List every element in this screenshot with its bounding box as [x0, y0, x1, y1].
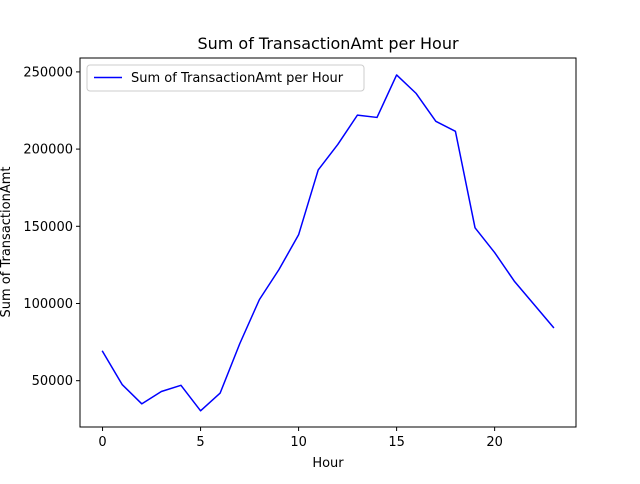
series-layer [101, 74, 555, 412]
y-tick-label: 250000 [23, 65, 73, 80]
legend-box [86, 64, 365, 92]
y-tick-label: 150000 [23, 220, 73, 235]
x-tick-label: 20 [486, 435, 503, 450]
y-tick-label: 100000 [23, 297, 73, 312]
legend-series-label: Sum of TransactionAmt per Hour [131, 71, 344, 86]
x-tick-label: 10 [290, 435, 307, 450]
x-tick-label: 0 [98, 435, 106, 450]
legend: Sum of TransactionAmt per Hour [86, 64, 365, 92]
x-tick-label: 5 [196, 435, 204, 450]
x-tick-label: 15 [388, 435, 405, 450]
y-tick-label: 50000 [32, 374, 73, 389]
y-tick-label: 200000 [23, 143, 73, 158]
series-line [101, 74, 555, 412]
y-axis-ticks: 50000 100000 150000 200000 250000 [23, 65, 80, 389]
plot-area [80, 58, 576, 427]
chart-title: Sum of TransactionAmt per Hour [197, 34, 459, 53]
x-axis-label: Hour [312, 456, 344, 471]
y-axis-label: Sum of TransactionAmt [0, 167, 14, 318]
plot-frame [79, 57, 577, 428]
x-axis-ticks: 0 5 10 15 20 [98, 427, 503, 450]
